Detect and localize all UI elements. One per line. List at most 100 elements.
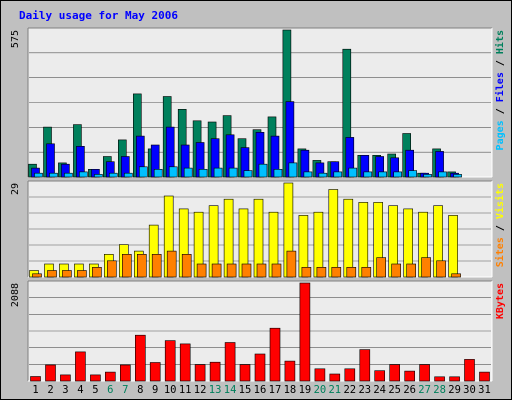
bar-kbytes-day-6 xyxy=(105,371,116,382)
bar-sites-day-9 xyxy=(151,254,162,278)
bar-kbytes-day-31 xyxy=(479,371,490,382)
bar-sites-day-26 xyxy=(406,263,417,278)
x-tick-label-12: 12 xyxy=(194,384,207,396)
bar-pages-day-25 xyxy=(393,171,403,178)
legend-entry: / xyxy=(495,219,506,237)
bar-kbytes-day-8 xyxy=(135,334,146,382)
bar-pages-day-9 xyxy=(153,169,163,178)
bar-sites-day-1 xyxy=(32,273,42,278)
bar-pages-day-1 xyxy=(34,172,43,178)
x-tick-label-11: 11 xyxy=(179,384,192,396)
bar-kbytes-day-11 xyxy=(179,343,191,382)
bar-sites-day-18 xyxy=(286,250,297,278)
bar-pages-day-15 xyxy=(243,170,253,178)
legend-entry: Pages xyxy=(495,120,506,150)
bar-sites-day-11 xyxy=(181,254,192,278)
x-tick-label-25: 25 xyxy=(388,384,401,396)
bar-files-day-2 xyxy=(46,143,55,178)
bar-pages-day-17 xyxy=(273,169,283,178)
bar-pages-day-18 xyxy=(288,162,298,178)
bar-pages-day-26 xyxy=(408,170,418,178)
x-tick-label-15: 15 xyxy=(239,384,252,396)
bar-sites-day-25 xyxy=(391,263,402,278)
x-tick-label-24: 24 xyxy=(373,384,386,396)
x-tick-label-23: 23 xyxy=(358,384,371,396)
x-tick-label-7: 7 xyxy=(122,384,128,396)
x-tick-label-28: 28 xyxy=(433,384,446,396)
bar-pages-day-21 xyxy=(333,171,343,178)
legend-entry: / xyxy=(495,54,506,72)
bar-sites-day-2 xyxy=(47,270,57,278)
bar-kbytes-day-26 xyxy=(404,370,416,382)
bar-pages-day-12 xyxy=(198,169,208,178)
legend-entry: Files xyxy=(494,72,506,102)
bar-kbytes-day-5 xyxy=(90,374,101,382)
bar-pages-day-29 xyxy=(453,174,462,178)
bar-kbytes-day-25 xyxy=(389,364,401,382)
bar-pages-day-4 xyxy=(79,171,88,178)
bar-sites-day-4 xyxy=(77,270,87,278)
bar-sites-day-7 xyxy=(122,254,132,278)
legend-entry: Hits xyxy=(494,30,506,54)
chart-title: Daily usage for May 2006 xyxy=(19,9,178,22)
x-tick-label-13: 13 xyxy=(209,384,222,396)
chart-panels: 575 Pages / Files / Hits 29 Sites / Visits 2… xyxy=(10,27,506,382)
legend-entry: KBytes xyxy=(495,283,506,319)
bar-kbytes-day-7 xyxy=(120,364,131,382)
bar-visits-day-21 xyxy=(328,189,339,278)
panel-visits-sites-max-label: 29 xyxy=(10,183,21,195)
x-tick-label-2: 2 xyxy=(47,384,53,396)
bar-sites-day-21 xyxy=(331,266,342,278)
bar-pages-day-10 xyxy=(168,166,178,178)
panel-kbytes-legend: KBytes xyxy=(495,283,506,319)
bar-kbytes-day-18 xyxy=(284,360,296,382)
x-tick-label-5: 5 xyxy=(92,384,98,396)
bar-sites-day-28 xyxy=(436,260,446,278)
bar-kbytes-day-16 xyxy=(254,353,266,382)
bar-sites-day-17 xyxy=(271,263,282,278)
bar-sites-day-5 xyxy=(92,266,102,278)
bar-pages-day-7 xyxy=(124,172,133,178)
bar-pages-day-8 xyxy=(139,166,148,178)
bar-pages-day-14 xyxy=(228,167,238,178)
bar-pages-day-16 xyxy=(258,163,268,178)
bar-pages-day-24 xyxy=(378,171,388,178)
panel-visits-sites-legend: Sites / Visits xyxy=(494,183,506,267)
bar-sites-day-3 xyxy=(62,270,72,278)
bar-sites-day-24 xyxy=(376,257,387,278)
bar-kbytes-day-24 xyxy=(374,370,386,382)
bar-pages-day-2 xyxy=(49,172,58,178)
bar-sites-day-19 xyxy=(301,266,312,278)
bar-pages-day-23 xyxy=(363,171,373,178)
bar-kbytes-day-17 xyxy=(269,327,281,382)
bar-sites-day-10 xyxy=(166,250,177,278)
bar-pages-day-3 xyxy=(64,172,73,178)
bar-kbytes-day-28 xyxy=(434,376,445,382)
x-tick-label-8: 8 xyxy=(137,384,143,396)
panel-kbytes-max-label: 2088 xyxy=(10,283,21,307)
panel-hits-files-pages-bars xyxy=(28,29,462,178)
x-tick-label-31: 31 xyxy=(478,384,491,396)
panel-hits-files-pages-max-label: 575 xyxy=(10,30,21,48)
panel-kbytes: 2088 KBytes xyxy=(10,280,506,382)
legend-entry: Visits xyxy=(494,183,506,219)
bar-sites-day-14 xyxy=(226,263,237,278)
bar-kbytes-day-4 xyxy=(75,351,86,382)
bar-kbytes-day-12 xyxy=(194,364,206,382)
x-tick-label-16: 16 xyxy=(254,384,267,396)
bar-visits-day-29 xyxy=(448,215,458,278)
x-tick-label-20: 20 xyxy=(314,384,327,396)
x-tick-label-10: 10 xyxy=(164,384,177,396)
x-tick-label-17: 17 xyxy=(269,384,282,396)
bar-sites-day-16 xyxy=(256,263,267,278)
bar-pages-day-6 xyxy=(109,172,118,178)
bar-pages-day-5 xyxy=(94,174,103,178)
x-tick-label-1: 1 xyxy=(32,384,38,396)
x-tick-label-14: 14 xyxy=(224,384,237,396)
bar-kbytes-day-27 xyxy=(419,364,430,382)
x-tick-label-30: 30 xyxy=(463,384,476,396)
bar-kbytes-day-1 xyxy=(30,376,41,382)
bar-kbytes-day-10 xyxy=(164,340,176,382)
x-tick-label-6: 6 xyxy=(107,384,113,396)
